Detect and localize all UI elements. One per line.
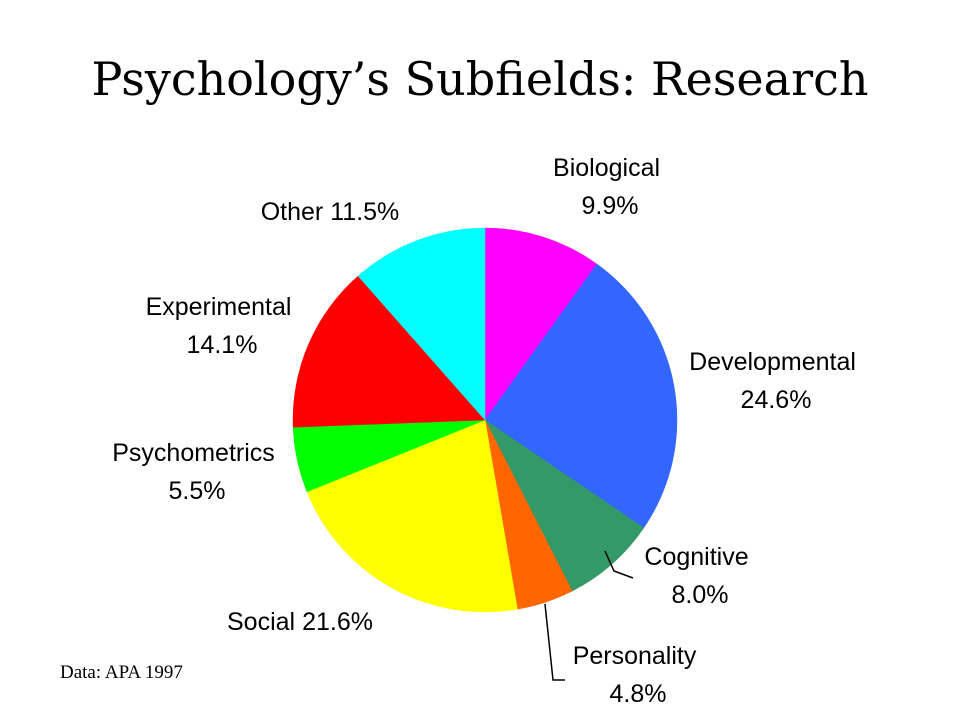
label-social-category: Social	[227, 608, 295, 636]
slice-social	[306, 419, 518, 613]
data-source-note: Data: APA 1997	[60, 662, 183, 683]
label-biological-value: 9.9%	[582, 192, 639, 220]
label-personality-category: Personality	[573, 642, 697, 670]
label-experimental: Experimental 14.1%	[146, 293, 299, 359]
slice-experimental	[292, 275, 486, 428]
label-developmental: Developmental 24.6%	[689, 348, 863, 414]
label-personality-value: 4.8%	[610, 680, 667, 708]
label-other: Other 11.5%	[261, 198, 400, 226]
label-social-value: 21.6%	[302, 608, 373, 636]
slice-developmental	[484, 263, 678, 529]
leader-line-personality	[544, 603, 565, 681]
label-biological: Biological 9.9%	[553, 154, 667, 220]
label-psychometrics: Psychometrics 5.5%	[112, 439, 282, 505]
label-cognitive-category: Cognitive	[644, 543, 748, 571]
label-developmental-category: Developmental	[689, 348, 856, 376]
label-experimental-category: Experimental	[146, 293, 292, 321]
label-experimental-value: 14.1%	[187, 331, 258, 359]
label-social: Social 21.6%	[227, 608, 373, 636]
slice-cognitive	[484, 419, 645, 592]
label-psychometrics-category: Psychometrics	[112, 439, 275, 467]
label-biological-category: Biological	[553, 154, 660, 182]
slide-title: Psychology’s Subfields: Research	[91, 52, 869, 106]
slice-biological	[484, 227, 598, 421]
label-other-value: 11.5%	[330, 198, 399, 226]
pie-slices	[292, 227, 678, 613]
label-cognitive-value: 8.0%	[672, 581, 729, 609]
leader-line-cognitive	[604, 550, 634, 579]
label-cognitive: Cognitive 8.0%	[644, 543, 755, 609]
slice-other	[357, 227, 486, 421]
label-personality: Personality 4.8%	[573, 642, 704, 708]
label-other-category: Other	[261, 198, 324, 226]
label-psychometrics-value: 5.5%	[169, 477, 226, 505]
label-developmental-value: 24.6%	[741, 386, 812, 414]
